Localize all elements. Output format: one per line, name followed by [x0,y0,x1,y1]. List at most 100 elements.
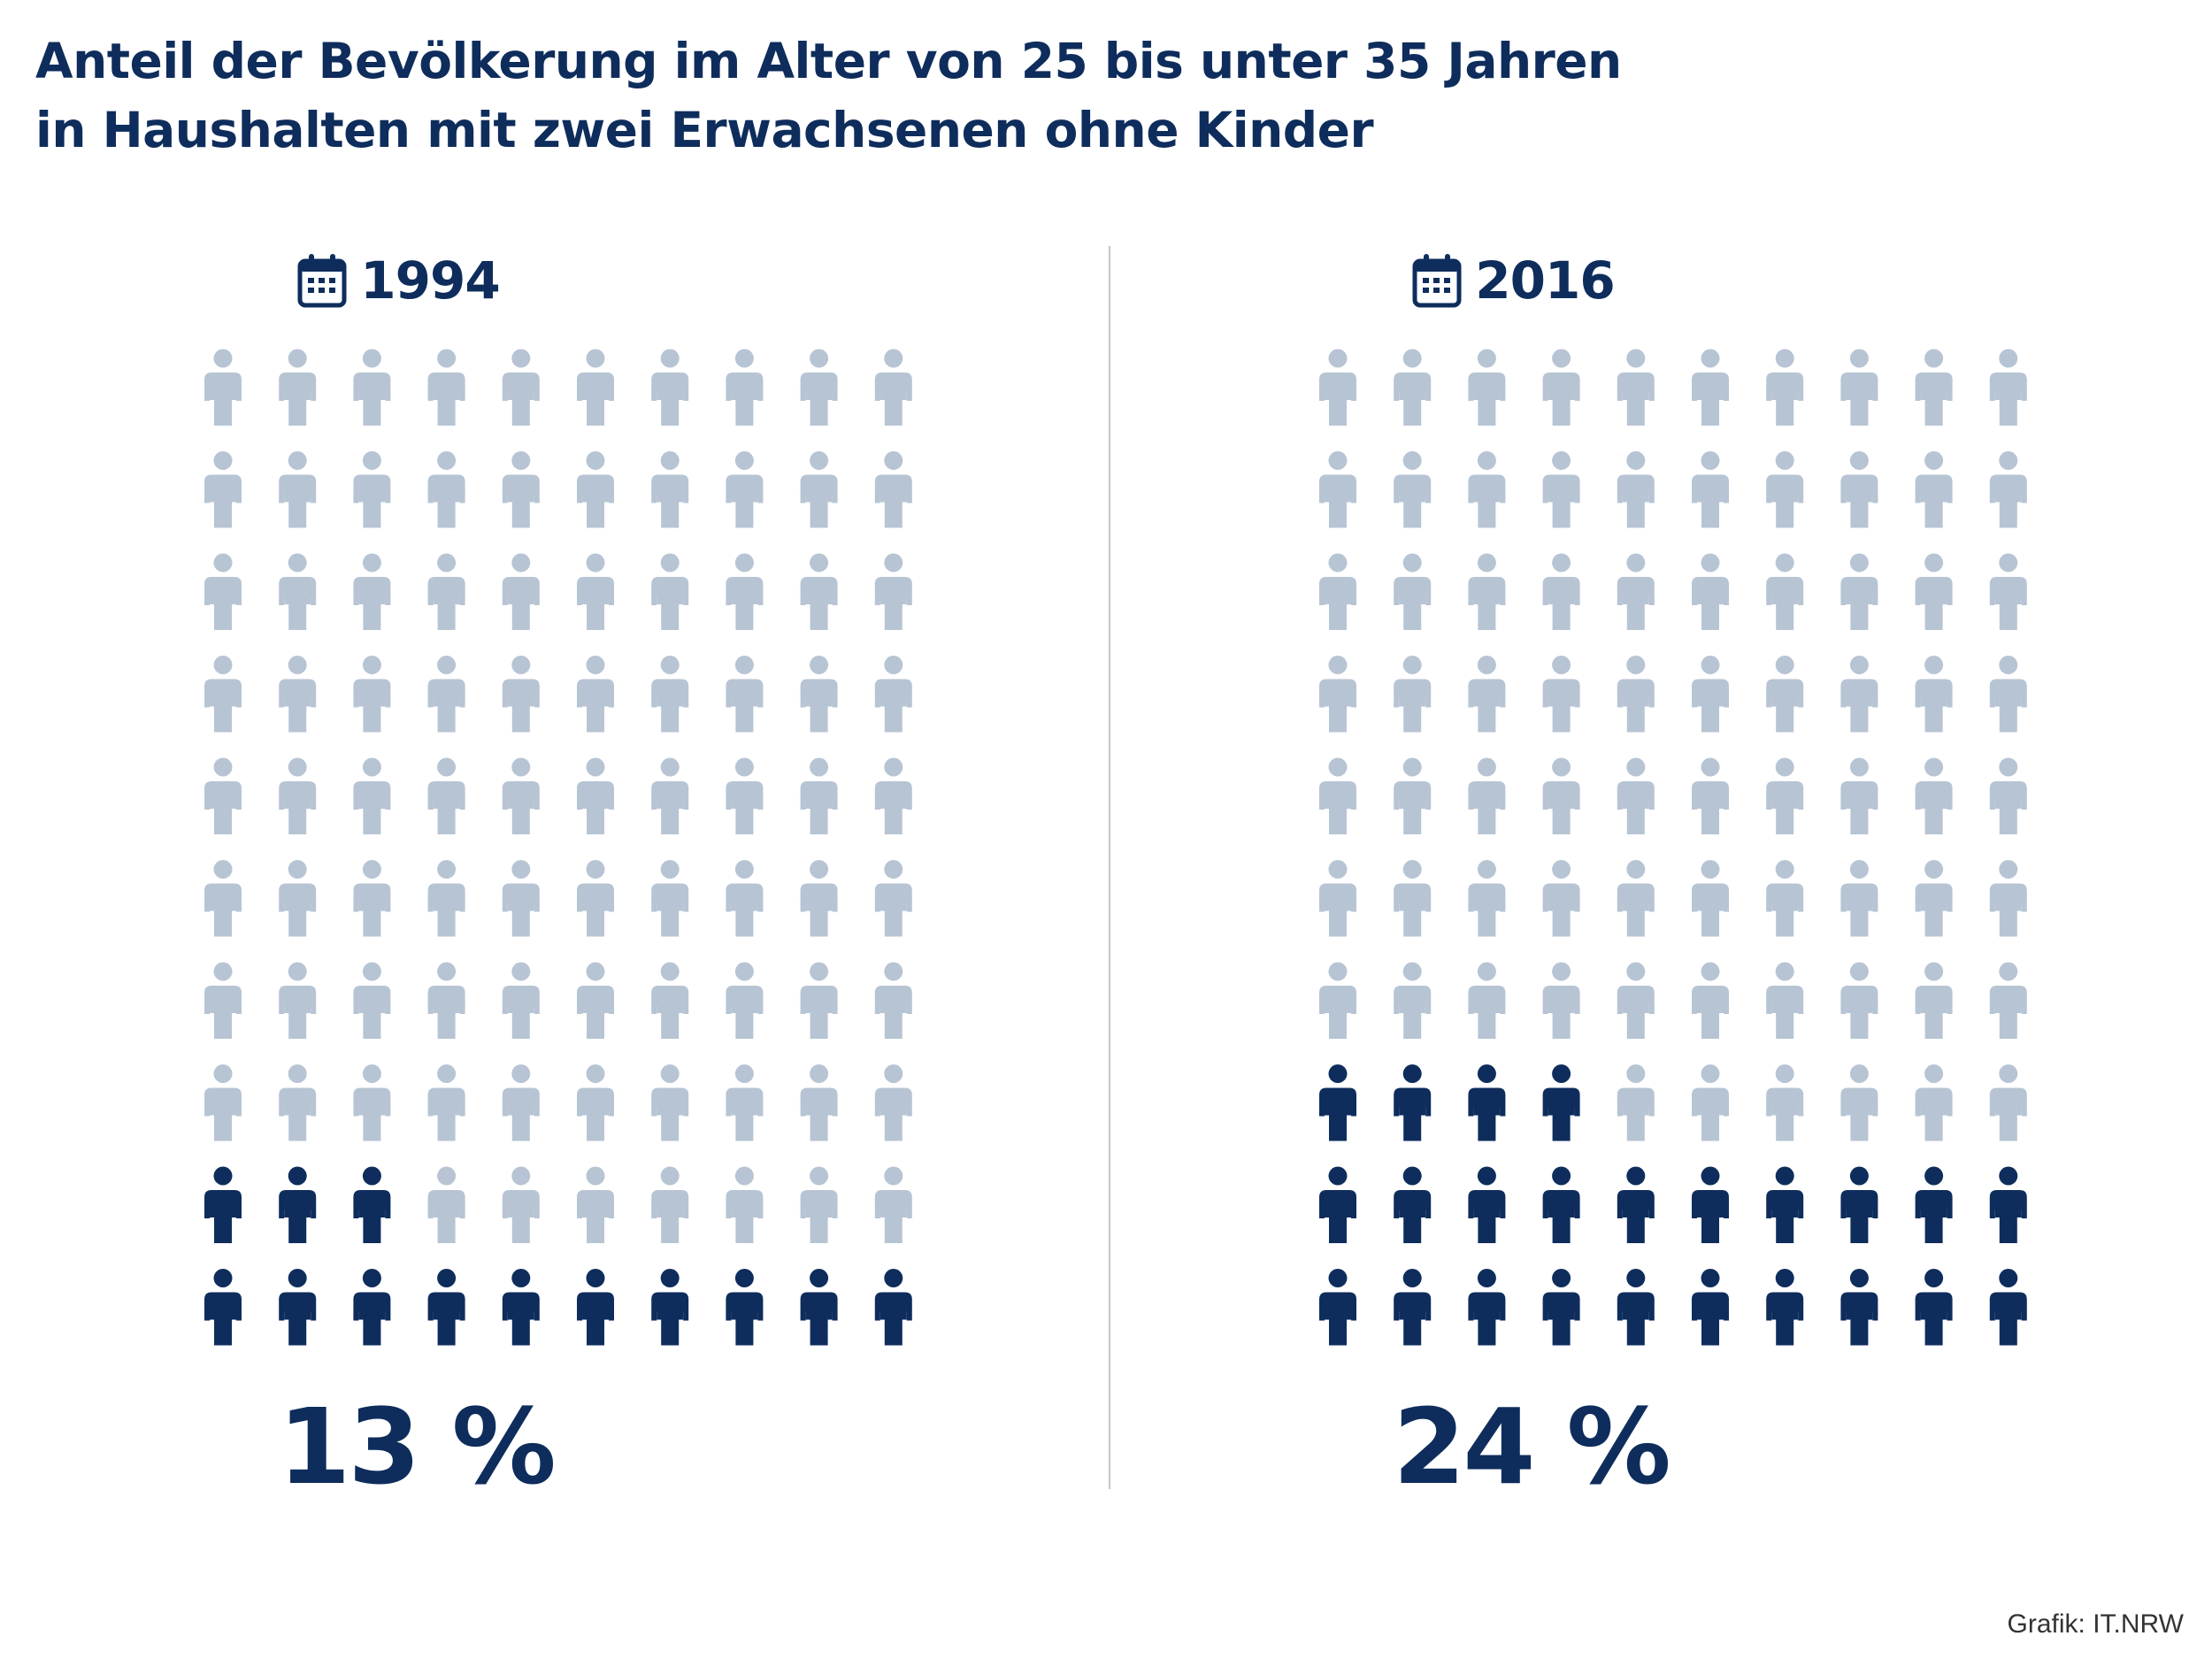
person-icon [1989,656,2027,733]
person-icon-highlighted [1692,1166,1729,1243]
person-icon [204,349,242,426]
person-icon [577,1166,614,1243]
person-icon [1617,757,1655,834]
person-icon-highlighted [1617,1166,1655,1243]
person-icon [353,349,391,426]
person-icon [800,349,838,426]
person-icon [1468,962,1506,1039]
person-icon [1542,757,1580,834]
person-icon [1319,757,1356,834]
person-icon [874,656,912,733]
person-icon-highlighted [1617,1269,1655,1346]
person-icon-highlighted [279,1166,317,1243]
person-icon-highlighted [1468,1166,1506,1243]
panel-header: 1994 [0,250,885,311]
calendar-icon [297,254,347,308]
person-icon-highlighted [1915,1166,1953,1243]
panel-divider [1109,246,1110,1489]
person-icon [427,860,465,937]
person-icon [874,962,912,1039]
person-icon [1617,962,1655,1039]
person-icon [1692,451,1729,528]
person-icon [502,451,540,528]
person-icon-highlighted [1915,1269,1953,1346]
person-icon-highlighted [279,1269,317,1346]
person-icon [279,656,317,733]
person-icon [427,1166,465,1243]
person-icon [1542,656,1580,733]
person-icon [1915,860,1953,937]
person-icon [1766,553,1804,630]
person-icon [204,860,242,937]
person-icon [1915,962,1953,1039]
person-icon [1989,349,2027,426]
person-icon [651,451,689,528]
person-icon [726,1064,764,1141]
person-icon [1840,451,1878,528]
person-icon [874,757,912,834]
person-icon [1319,962,1356,1039]
person-icon [1394,757,1432,834]
person-icon [651,1064,689,1141]
person-icon [1840,860,1878,937]
person-icon-highlighted [1989,1166,2027,1243]
percent-label: 13 % [278,1386,557,1508]
person-icon [1394,553,1432,630]
person-icon-highlighted [1989,1269,2027,1346]
person-icon-highlighted [1542,1166,1580,1243]
person-icon [874,1064,912,1141]
person-icon [651,860,689,937]
person-icon [502,656,540,733]
person-icon [577,1064,614,1141]
person-icon [1840,757,1878,834]
person-icon-highlighted [1766,1166,1804,1243]
person-icon [1468,757,1506,834]
person-icon [1840,656,1878,733]
person-icon [800,451,838,528]
person-icon [502,962,540,1039]
person-icon [1915,451,1953,528]
person-icon [1766,757,1804,834]
person-icon [1319,451,1356,528]
person-icon [577,451,614,528]
person-icon [651,1166,689,1243]
person-icon [1617,860,1655,937]
person-icon [353,451,391,528]
person-icon-highlighted [800,1269,838,1346]
person-icon [1766,1064,1804,1141]
person-icon [1915,553,1953,630]
person-icon [1542,349,1580,426]
person-icon [726,349,764,426]
person-icon [577,656,614,733]
person-icon [800,553,838,630]
panel-header: 2016 [1026,250,2000,311]
person-icon [1617,451,1655,528]
person-icon [502,553,540,630]
person-icon [874,860,912,937]
person-icon [651,757,689,834]
person-icon [353,860,391,937]
person-icon [651,553,689,630]
person-icon [1542,451,1580,528]
person-icon [1766,656,1804,733]
person-icon [577,757,614,834]
person-icon [502,1064,540,1141]
panel-2016: 2016 24 % [1115,0,2088,1659]
person-icon [726,860,764,937]
person-icon [874,349,912,426]
person-icon [502,860,540,937]
person-icon [353,1064,391,1141]
person-icon [1319,553,1356,630]
person-icon-highlighted [1542,1064,1580,1141]
person-icon [502,1166,540,1243]
person-icon [1989,1064,2027,1141]
person-icon [427,962,465,1039]
person-icon [204,962,242,1039]
person-icon [279,553,317,630]
person-icon [800,757,838,834]
person-icon [1394,349,1432,426]
person-icon-highlighted [1840,1269,1878,1346]
pictogram-grid-2016 [1319,349,2027,1346]
person-icon [1840,1064,1878,1141]
person-icon-highlighted [353,1166,391,1243]
